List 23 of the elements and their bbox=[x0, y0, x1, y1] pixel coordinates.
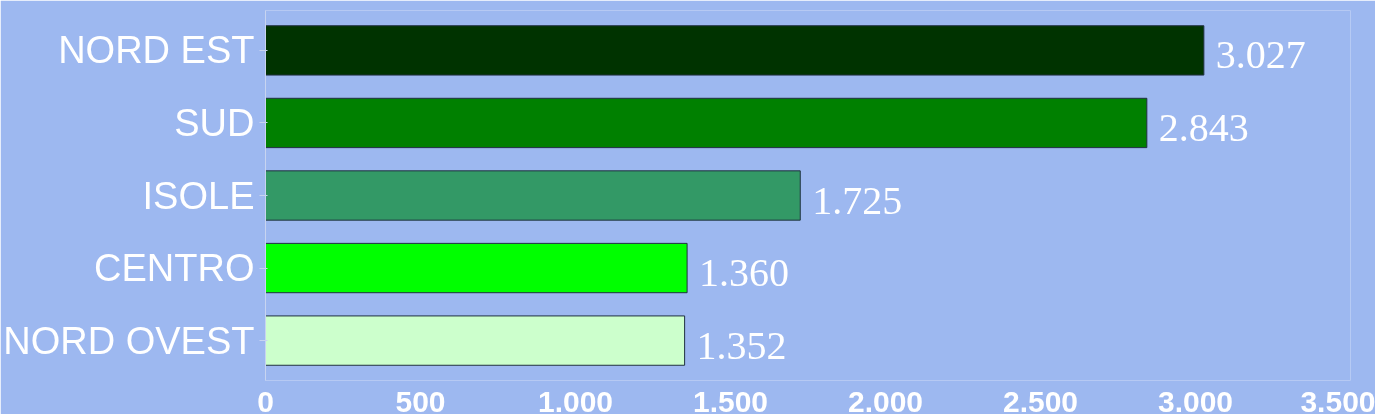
x-tick-label: 0 bbox=[257, 384, 274, 414]
bar bbox=[265, 25, 1205, 76]
bar bbox=[265, 170, 801, 221]
x-tick-label: 3.500 bbox=[1300, 384, 1375, 414]
y-tick-label: CENTRO bbox=[94, 247, 255, 290]
x-tick-label: 1.000 bbox=[537, 384, 614, 414]
bar bbox=[265, 242, 688, 294]
x-tick-label: 2.500 bbox=[1002, 384, 1079, 414]
y-tick-label: NORD OVEST bbox=[3, 319, 255, 362]
x-tick-label: 2.000 bbox=[847, 384, 924, 414]
x-tick-label: 3.000 bbox=[1157, 384, 1234, 414]
data-label: 3.027 bbox=[1215, 32, 1306, 78]
y-tick-label: NORD EST bbox=[58, 29, 255, 72]
x-tick-label: 1.500 bbox=[692, 384, 769, 414]
data-label: 1.360 bbox=[699, 250, 790, 296]
y-tick-label: SUD bbox=[174, 101, 255, 144]
data-label: 1.725 bbox=[812, 177, 903, 223]
data-label: 1.352 bbox=[696, 322, 787, 368]
x-tick-label: 500 bbox=[395, 384, 446, 414]
bar bbox=[265, 97, 1148, 149]
y-tick-label: ISOLE bbox=[142, 174, 255, 217]
bar bbox=[265, 315, 686, 366]
data-label: 2.843 bbox=[1158, 104, 1249, 150]
